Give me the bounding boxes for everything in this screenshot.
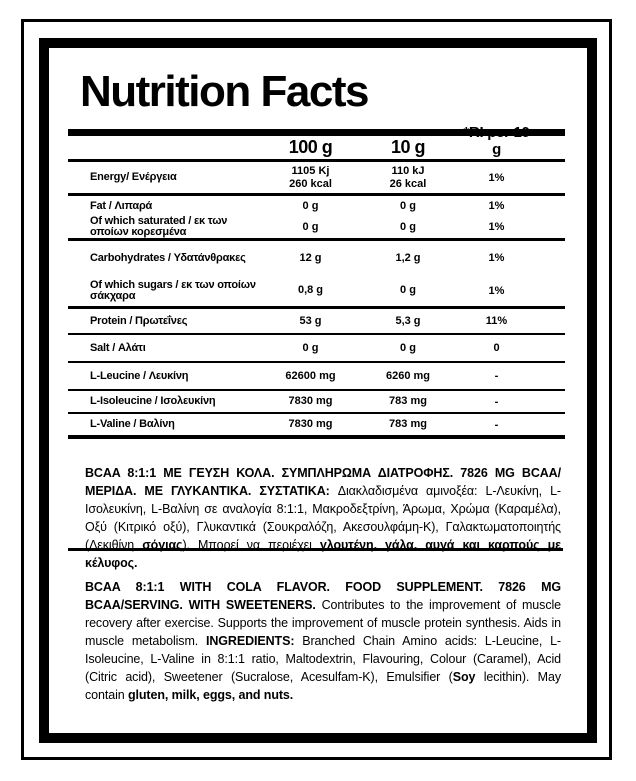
page-title: Nutrition Facts xyxy=(80,67,369,116)
table-row-leucine: L-Leucine / Λευκίνη 62600 mg 6260 mg - xyxy=(68,363,565,391)
row-label: Salt / Αλάτι xyxy=(90,341,146,354)
value-per-10g: 0 g xyxy=(400,341,416,354)
value-ri-percent: 1% xyxy=(488,221,505,233)
label-content: Nutrition Facts 100 g 10 g *RI per 10 g … xyxy=(49,48,587,733)
paragraph-text-segment: Διακλαδισμένα αμινοξέα: L-Λευκίνη, L-Ισο… xyxy=(85,483,561,552)
column-header-100g: 100 g xyxy=(288,137,333,157)
row-label: L-Isoleucine / Ισολευκίνη xyxy=(90,395,216,407)
table-row-salt: Salt / Αλάτι 0 g 0 g 0 xyxy=(68,335,565,363)
english-description-paragraph: BCAA 8:1:1 WITH COLA FLAVOR. FOOD SUPPLE… xyxy=(85,578,561,704)
value-ri-percent: 1% xyxy=(488,252,505,264)
value-per-10g: 0 g xyxy=(400,199,416,212)
value-per-10g: 783 mg xyxy=(389,418,427,430)
paragraph-divider-rule xyxy=(68,548,563,551)
value-ri-percent: 1% xyxy=(488,284,505,297)
greek-description-paragraph: BCAA 8:1:1 ΜΕ ΓΕΥΣΗ ΚΟΛΑ. ΣΥΜΠΛΗΡΩΜΑ ΔΙΑ… xyxy=(85,464,561,572)
table-row-isoleucine: L-Isoleucine / Ισολευκίνη 7830 mg 783 mg - xyxy=(68,391,565,414)
table-row-sugars: Of which sugars / εκ των οποίων σάκχαρα 0… xyxy=(68,275,565,309)
value-per-100g: 12 g xyxy=(299,251,322,264)
paragraph-text-segment: lecithin). May contain xyxy=(85,669,561,702)
table-row-fat: Fat / Λιπαρά 0 g 0 g 1% xyxy=(68,196,565,216)
value-ri-percent: 1% xyxy=(488,200,505,212)
paragraph-text-segment: Branched Chain Amino acids: L-Leucine, L… xyxy=(85,633,561,684)
value-ri-percent: 1% xyxy=(488,171,505,184)
value-ri-percent: 0 xyxy=(493,342,500,354)
value-ri-percent: - xyxy=(494,370,499,382)
nutrition-table: 100 g 10 g *RI per 10 g Energy/ Ενέργεια… xyxy=(68,124,565,439)
row-label: Carbohydrates / Υδατάνθρακες xyxy=(90,251,246,264)
value-per-100g: 0 g xyxy=(302,341,319,354)
paragraph-bold-segment: INGREDIENTS: xyxy=(206,633,303,648)
value-ri-percent: - xyxy=(494,395,499,408)
paragraph-bold-segment: Soy xyxy=(452,669,476,684)
value-per-100g: 0,8 g xyxy=(297,284,324,296)
table-row-protein: Protein / Πρωτεΐνες 53 g 5,3 g 11% xyxy=(68,309,565,335)
column-header-ri: *RI per 10 g xyxy=(463,124,530,158)
value-per-100g: 1105 Kj 260 kcal xyxy=(289,164,332,190)
value-per-10g: 110 kJ 26 kcal xyxy=(389,164,427,190)
value-ri-percent: 11% xyxy=(485,315,508,327)
value-per-100g: 7830 mg xyxy=(288,418,333,430)
value-per-100g: 7830 mg xyxy=(288,395,333,407)
value-ri-percent: - xyxy=(494,418,499,431)
row-label: Protein / Πρωτεΐνες xyxy=(90,314,188,327)
value-per-10g: 5,3 g xyxy=(395,314,421,327)
value-per-10g: 783 mg xyxy=(389,395,427,407)
value-per-10g: 1,2 g xyxy=(395,251,421,264)
table-row-saturated: Of which saturated / εκ των οποίων κορεσ… xyxy=(68,216,565,241)
value-per-100g: 0 g xyxy=(302,220,319,233)
row-label: Of which saturated / εκ των οποίων κορεσ… xyxy=(90,215,228,238)
paragraph-bold-segment: BCAA 8:1:1 WITH COLA FLAVOR. FOOD SUPPLE… xyxy=(85,579,561,612)
row-label: L-Leucine / Λευκίνη xyxy=(90,369,189,382)
value-per-100g: 0 g xyxy=(302,199,319,212)
value-per-10g: 6260 mg xyxy=(385,369,431,382)
title-divider-rule xyxy=(68,129,565,136)
value-per-100g: 53 g xyxy=(299,314,322,327)
row-label: L-Valine / Βαλίνη xyxy=(90,418,175,430)
value-per-10g: 0 g xyxy=(400,220,416,233)
table-row-carbs: Carbohydrates / Υδατάνθρακες 12 g 1,2 g 1% xyxy=(68,241,565,275)
paragraph-text-segment: Contributes to the improvement of muscle… xyxy=(85,597,561,648)
row-label: Energy/ Ενέργεια xyxy=(90,171,177,183)
table-row-energy: Energy/ Ενέργεια 1105 Kj 260 kcal 110 kJ 26 … xyxy=(68,162,565,196)
value-per-100g: 62600 mg xyxy=(285,369,336,382)
value-per-10g: 0 g xyxy=(400,284,416,296)
row-label: Fat / Λιπαρά xyxy=(90,199,153,212)
paragraph-bold-segment: BCAA 8:1:1 ΜΕ ΓΕΥΣΗ ΚΟΛΑ. ΣΥΜΠΛΗΡΩΜΑ ΔΙΑ… xyxy=(85,465,561,498)
column-header-10g: 10 g xyxy=(390,137,426,157)
row-label: Of which sugars / εκ των οποίων σάκχαρα xyxy=(90,278,256,302)
nutrition-table-rows: Energy/ Ενέργεια 1105 Kj 260 kcal 110 kJ 26 … xyxy=(68,162,565,439)
paragraph-bold-segment: gluten, milk, eggs, and nuts. xyxy=(127,687,294,702)
table-header-row: 100 g 10 g *RI per 10 g xyxy=(68,124,565,162)
table-row-valine: L-Valine / Βαλίνη 7830 mg 783 mg - xyxy=(68,414,565,439)
